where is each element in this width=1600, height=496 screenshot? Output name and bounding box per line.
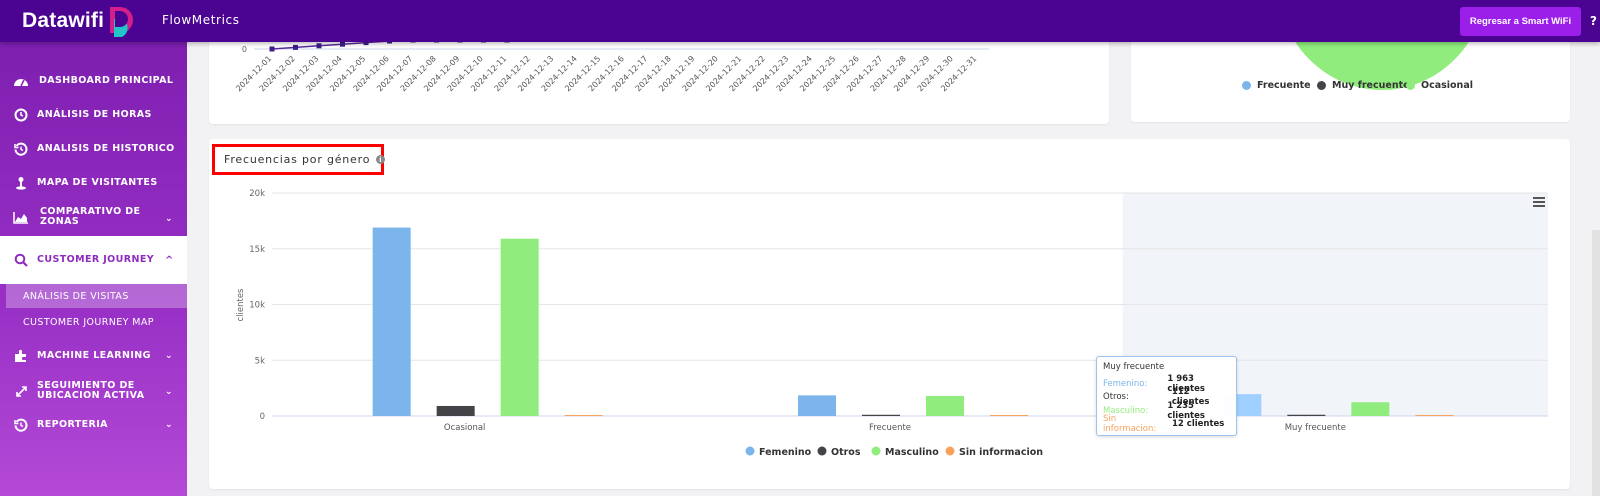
sidebar-item-comparativo[interactable]: COMPARATIVO DE ZONAS ⌄ (0, 206, 187, 228)
app-name: FlowMetrics (162, 13, 240, 27)
sidebar-item-seguimiento[interactable]: SEGUIMIENTO DE UBICACION ACTIVA ⌄ (0, 380, 187, 402)
pie-legend-item[interactable]: Muy frecuente (1317, 80, 1410, 91)
dashboard-icon (13, 73, 29, 89)
frequency-pie-card: Frecuente Muy frecuente Ocasional (1131, 30, 1570, 122)
history-icon (13, 417, 29, 433)
info-icon[interactable]: i (376, 155, 386, 164)
pie-legend-item[interactable]: Frecuente (1242, 80, 1311, 91)
smart-wifi-button[interactable]: Regresar a Smart WiFi (1460, 7, 1581, 36)
map-pin-icon (13, 175, 29, 191)
sub-item-analisis-visitas[interactable]: ANÁLISIS DE VISITAS (23, 291, 129, 302)
chevron-down-icon: ⌄ (165, 214, 173, 224)
chevron-up-icon: ^ (165, 254, 174, 266)
tooltip-row: Femenino: 1 963 clientes (1103, 373, 1230, 394)
sub-item-customer-journey-map[interactable]: CUSTOMER JOURNEY MAP (23, 317, 154, 328)
search-icon (13, 252, 29, 268)
sidebar-item-historico[interactable]: ANALISIS DE HISTORICO (0, 140, 187, 158)
legend-label: Muy frecuente (1332, 80, 1410, 91)
chevron-down-icon: ⌄ (165, 387, 173, 397)
section-title-text: Frecuencias por género (224, 153, 371, 166)
sidebar-item-customer-journey[interactable]: CUSTOMER JOURNEY ^ (0, 236, 187, 284)
chevron-down-icon: ⌄ (165, 351, 173, 361)
daily-chart-card: 0 2024-12-01 2024-12-02 2024-12-03 2024-12-0… (209, 30, 1109, 124)
chevron-down-icon: ⌄ (165, 420, 173, 430)
history-icon (13, 141, 29, 157)
section-title: Frecuencias por género i (224, 153, 386, 166)
brand-mark-icon (110, 7, 134, 37)
top-bar: Datawifi FlowMetrics Regresar a Smart Wi… (0, 0, 1600, 42)
legend-dot (1317, 81, 1326, 90)
clock-icon (13, 107, 29, 123)
data-point (340, 41, 345, 47)
sidebar-item-horas[interactable]: ANÁLISIS DE HORAS (0, 106, 187, 124)
sidebar-item-dashboard[interactable]: DASHBOARD PRINCIPAL (0, 72, 187, 90)
data-point (293, 44, 298, 50)
tooltip-value: 12 clientes (1172, 419, 1225, 430)
data-point (316, 43, 322, 49)
tooltip-label: Sin informacion: (1103, 414, 1157, 435)
legend-dot (1242, 81, 1251, 90)
puzzle-icon (13, 348, 29, 364)
tooltip-rows: Femenino: 1 963 clientes Otros: 112 cliente… (1103, 373, 1230, 435)
sidebar-item-mapa[interactable]: MAPA DE VISITANTES (0, 174, 187, 192)
tooltip-row: Masculino: 1 235 clientes (1103, 400, 1230, 421)
legend-label: Ocasional (1421, 80, 1473, 91)
sidebar: DASHBOARD PRINCIPAL ANÁLISIS DE HORAS AN… (0, 42, 187, 496)
tooltip-label: Femenino: (1103, 378, 1148, 389)
chart-menu-icon[interactable] (1533, 197, 1545, 207)
tooltip-row: Otros: 112 clientes (1103, 387, 1230, 407)
pie-legend-item[interactable]: Ocasional (1406, 80, 1473, 91)
tooltip-row: Sin informacion: 12 clientes (1103, 414, 1230, 434)
tooltip-value: 1 235 clientes (1167, 400, 1205, 421)
sidebar-item-reporteria[interactable]: REPORTERIA ⌄ (0, 416, 187, 434)
help-icon[interactable]: ? (1590, 14, 1597, 28)
y-tick-label: 0 (242, 45, 247, 54)
gender-frequency-card (209, 139, 1570, 489)
tooltip-label: Masculino: (1103, 405, 1149, 416)
tooltip-value: 1 963 clientes (1167, 373, 1205, 394)
page-scrollbar[interactable] (1592, 230, 1600, 496)
brand-logo[interactable]: Datawifi (22, 5, 136, 37)
tooltip-value: 112 clientes (1171, 387, 1210, 408)
expand-icon (13, 383, 29, 399)
tooltip-label: Otros: (1103, 392, 1129, 403)
legend-label: Frecuente (1257, 80, 1311, 91)
tooltip-title: Muy frecuente (1103, 362, 1165, 372)
data-point (269, 46, 275, 52)
area-chart-icon (13, 209, 29, 225)
brand-name: Datawifi (22, 9, 105, 32)
data-point (363, 40, 369, 46)
chart-tooltip: Muy frecuente Femenino: 1 963 clientes Otr… (1096, 356, 1237, 436)
daily-line-chart: 02024-12-012024-12-022024-12-032024-12-0… (234, 37, 989, 93)
sidebar-item-machine-learning[interactable]: MACHINE LEARNING ⌄ (0, 347, 187, 365)
legend-dot (1406, 81, 1415, 90)
sub-item-active-bg (6, 284, 187, 308)
